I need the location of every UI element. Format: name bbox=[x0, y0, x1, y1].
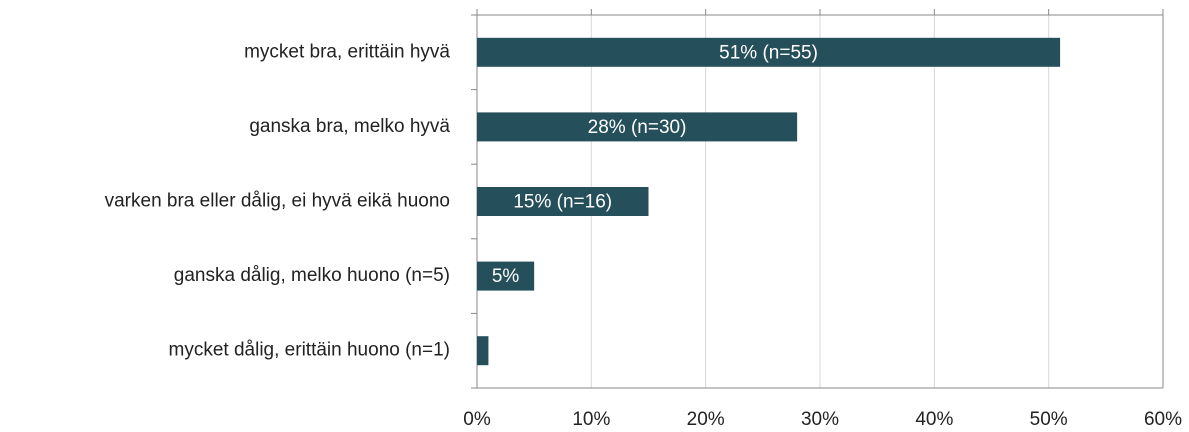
x-tick-label: 60% bbox=[1144, 409, 1182, 430]
data-label: 15% (n=16) bbox=[513, 192, 612, 213]
bar bbox=[477, 261, 535, 291]
x-tick-label: 50% bbox=[1030, 409, 1068, 430]
data-label: 28% (n=30) bbox=[588, 117, 687, 138]
bar bbox=[477, 37, 1061, 67]
x-tick-label: 10% bbox=[572, 409, 610, 430]
x-tick-label: 0% bbox=[463, 409, 491, 430]
bar bbox=[477, 336, 489, 366]
bar bbox=[477, 187, 649, 216]
y-tick-label: mycket dålig, erittäin huono (n=1) bbox=[169, 340, 450, 361]
data-label: 5% bbox=[492, 266, 520, 287]
y-tick-label: mycket bra, erittäin hyvä bbox=[244, 41, 450, 62]
y-tick-label: varken bra eller dålig, ei hyvä eikä huo… bbox=[105, 191, 450, 212]
data-label: 51% (n=55) bbox=[719, 42, 818, 63]
x-tick-label: 30% bbox=[801, 409, 839, 430]
y-tick-label: ganska dålig, melko huono (n=5) bbox=[174, 265, 450, 286]
x-tick-label: 20% bbox=[687, 409, 725, 430]
bar bbox=[477, 112, 798, 142]
x-tick-label: 40% bbox=[915, 409, 953, 430]
y-tick-label: ganska bra, melko hyvä bbox=[249, 116, 450, 137]
